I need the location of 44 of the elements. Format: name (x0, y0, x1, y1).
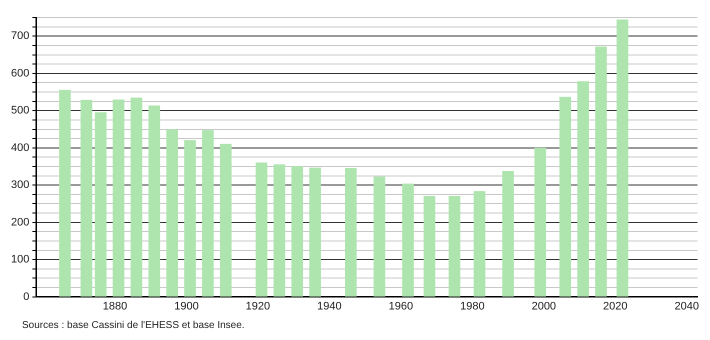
y-tick-label: 400 (10, 142, 30, 154)
bar (94, 112, 107, 297)
y-tick-label: 100 (10, 254, 30, 266)
x-tick-label: 1940 (317, 300, 342, 312)
y-tick-label: 300 (10, 179, 30, 192)
bar (374, 176, 386, 297)
bar (112, 100, 124, 297)
bar (424, 196, 436, 297)
bar (291, 166, 304, 297)
y-tick-label: 700 (10, 30, 30, 42)
bar (559, 96, 572, 297)
bar (616, 20, 628, 297)
bar (474, 191, 486, 297)
x-tick-label: 1920 (246, 300, 270, 312)
bar (448, 196, 460, 297)
bar (274, 164, 286, 297)
bar (345, 168, 357, 297)
bar (202, 130, 214, 297)
x-tick-label: 1900 (174, 300, 199, 312)
bar (59, 90, 71, 297)
bar (184, 140, 196, 297)
bar (534, 148, 546, 297)
bar (80, 100, 92, 297)
x-tick-label: 1980 (460, 300, 485, 312)
y-tick-label: 600 (10, 67, 30, 80)
bar (148, 105, 160, 297)
bar (595, 46, 607, 297)
bar (166, 129, 178, 297)
bar (220, 144, 232, 297)
x-tick-label: 2040 (674, 300, 700, 312)
y-tick-label: 200 (10, 216, 30, 228)
x-tick-label: 1960 (388, 300, 414, 312)
y-tick-label: 0 (23, 290, 30, 303)
bar (402, 184, 414, 297)
bar (577, 81, 589, 297)
bar (130, 98, 142, 297)
bar (502, 171, 514, 297)
x-tick-label: 2020 (603, 300, 628, 312)
y-tick-label: 500 (10, 104, 30, 117)
bar (256, 162, 268, 297)
x-tick-label: 1880 (102, 300, 128, 312)
x-tick-label: 2000 (532, 300, 556, 312)
source-note: Sources : base Cassini de l'EHESS et base Insee. (22, 320, 246, 331)
bar (309, 168, 321, 297)
